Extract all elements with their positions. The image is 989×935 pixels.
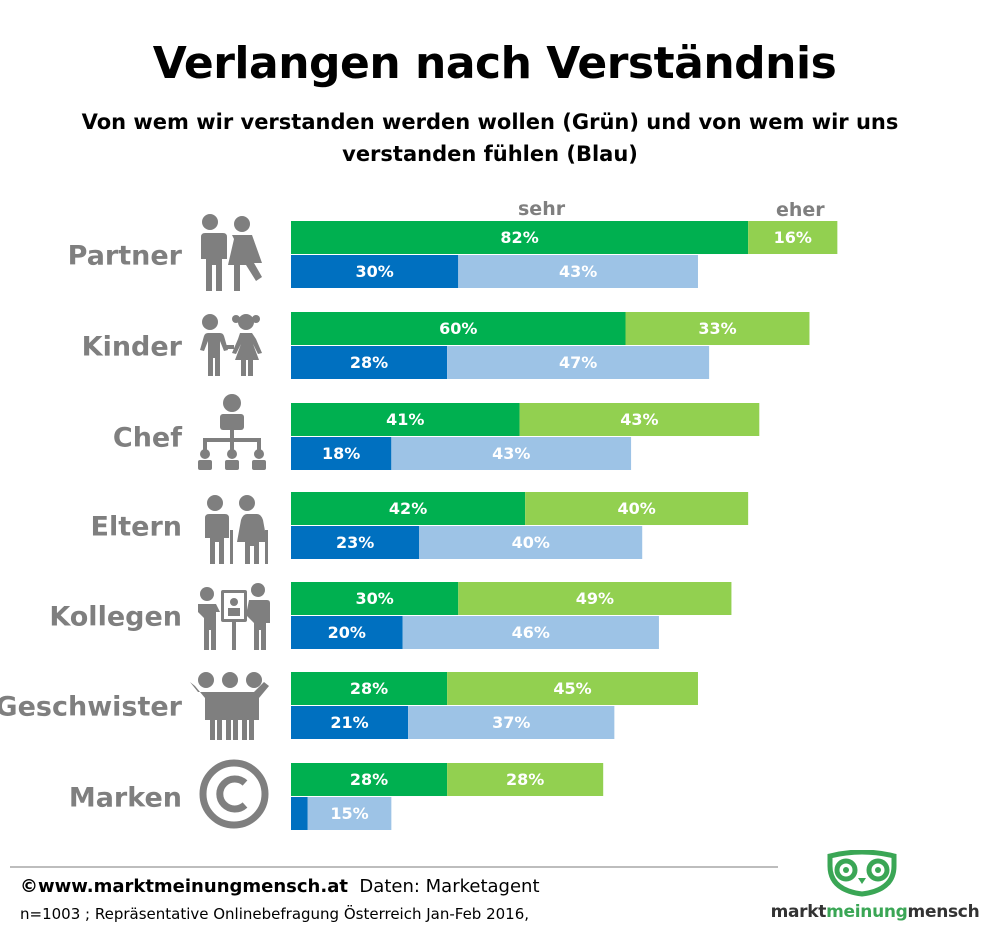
category-label: Eltern	[91, 512, 182, 543]
bar-green-eher	[458, 582, 732, 615]
footer-divider	[10, 866, 778, 868]
label-green-sehr: 28%	[350, 770, 388, 789]
siblings-icon	[190, 672, 269, 740]
bar-blue-eher	[447, 346, 710, 379]
bar-green-eher	[525, 492, 749, 525]
bar-blue-sehr	[291, 437, 392, 470]
brand-logo: marktmeinungmensch	[770, 850, 980, 930]
bar-chart: Partner 82% 16% 30% 43% Kinder 60% 33% 28% 47% Che…	[0, 221, 838, 830]
bar-blue-eher	[391, 437, 632, 470]
label-blue-eher: 47%	[559, 353, 597, 372]
label-green-sehr: 28%	[350, 679, 388, 698]
bar-blue-eher	[402, 616, 659, 649]
bar-blue-sehr	[291, 706, 409, 739]
label-green-eher: 16%	[774, 228, 812, 247]
label-green-eher: 28%	[506, 770, 544, 789]
footer-source: ©www.marktmeinungmensch.at Daten: Market…	[20, 876, 540, 897]
legend-sehr: sehr	[518, 198, 566, 220]
chart-subtitle: Von wem wir verstanden werden wollen (Gr…	[81, 110, 899, 166]
label-blue-sehr: 28%	[350, 353, 388, 372]
bar-blue-eher	[458, 255, 698, 288]
bar-green-eher	[447, 672, 698, 705]
elderly-couple-icon	[205, 495, 268, 564]
label-blue-eher: 15%	[330, 804, 368, 823]
label-green-sehr: 60%	[439, 319, 477, 338]
label-green-eher: 45%	[553, 679, 591, 698]
label-green-eher: 40%	[618, 499, 656, 518]
category-label: Partner	[68, 241, 183, 272]
bar-green-sehr	[291, 221, 749, 254]
bar-green-sehr	[291, 492, 526, 525]
chart-title: Verlangen nach Verständnis	[152, 38, 837, 89]
category-label: Marken	[69, 783, 182, 814]
label-green-sehr: 42%	[389, 499, 427, 518]
bar-blue-eher	[408, 706, 615, 739]
category-label: Geschwister	[0, 692, 183, 723]
website-link[interactable]: ©www.marktmeinungmensch.at	[20, 876, 348, 897]
label-blue-eher: 43%	[559, 262, 597, 281]
label-green-sehr: 82%	[500, 228, 538, 247]
label-blue-sehr: 20%	[328, 623, 366, 642]
bar-green-sehr	[291, 403, 520, 436]
bar-blue-eher	[307, 797, 392, 830]
data-source: Daten: Marketagent	[359, 876, 540, 897]
org-chart-icon	[198, 394, 266, 470]
bar-green-eher	[447, 763, 604, 796]
category-label: Kollegen	[49, 602, 182, 633]
legend-eher: eher	[776, 199, 825, 221]
footer-note: n=1003 ; Repräsentative Onlinebefragung …	[20, 905, 530, 923]
label-blue-sehr: 23%	[336, 533, 374, 552]
bar-blue-sehr	[291, 616, 403, 649]
bar-green-eher	[519, 403, 760, 436]
label-green-sehr: 30%	[355, 589, 393, 608]
category-label: Kinder	[82, 332, 183, 363]
children-icon	[200, 314, 262, 376]
bar-green-sehr	[291, 582, 459, 615]
label-green-eher: 33%	[698, 319, 736, 338]
bar-green-sehr	[291, 763, 448, 796]
bar-blue-eher	[419, 526, 643, 559]
bar-green-sehr	[291, 672, 448, 705]
logo-wordmark: marktmeinungmensch	[770, 902, 980, 922]
label-blue-eher: 37%	[492, 713, 530, 732]
label-blue-eher: 40%	[512, 533, 550, 552]
bar-green-eher	[625, 312, 810, 345]
bar-blue-sehr	[291, 346, 448, 379]
colleagues-icon	[198, 583, 270, 650]
bar-green-sehr	[291, 312, 626, 345]
label-blue-sehr: 21%	[330, 713, 368, 732]
label-green-eher: 43%	[620, 410, 658, 429]
copyright-icon	[199, 759, 269, 829]
label-blue-eher: 43%	[492, 444, 530, 463]
bar-green-eher	[748, 221, 838, 254]
bar-blue-sehr	[291, 255, 459, 288]
label-green-eher: 49%	[576, 589, 614, 608]
label-blue-sehr: 30%	[355, 262, 393, 281]
bar-blue-sehr	[291, 797, 308, 830]
bar-blue-sehr	[291, 526, 420, 559]
label-green-sehr: 41%	[386, 410, 424, 429]
owl-icon	[827, 850, 897, 897]
category-label: Chef	[113, 423, 182, 454]
label-blue-eher: 46%	[512, 623, 550, 642]
label-blue-sehr: 18%	[322, 444, 360, 463]
couple-icon	[197, 214, 262, 291]
